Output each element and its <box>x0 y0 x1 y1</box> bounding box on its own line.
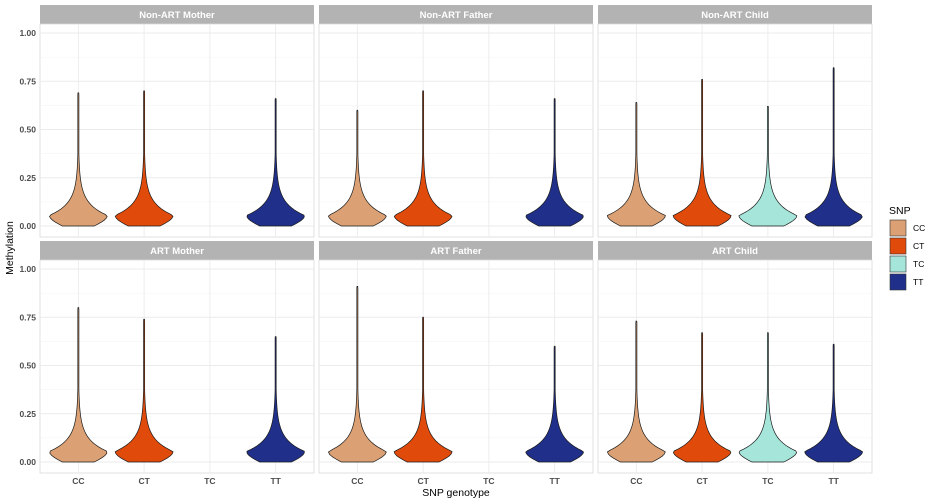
violin-ct <box>672 78 732 227</box>
legend-key <box>889 273 907 291</box>
violin-ct <box>114 90 174 227</box>
facet-strip <box>598 241 872 260</box>
violin-tt <box>525 98 584 227</box>
y-tick-label: 0.00 <box>19 221 36 231</box>
legend-title: SNP <box>889 205 911 217</box>
x-axis-title: SNP genotype <box>422 487 490 499</box>
facet-panel: ART Child <box>597 241 873 474</box>
violin-tc <box>738 332 798 463</box>
legend-key <box>889 219 907 237</box>
legend-key <box>889 255 907 273</box>
legend-label: CT <box>913 241 924 251</box>
x-tick-label: TT <box>270 476 281 486</box>
legend-label: TC <box>913 259 924 269</box>
y-axis-title: Methylation <box>4 221 16 275</box>
x-tick-label: CT <box>696 476 708 486</box>
violin-ct <box>672 332 732 463</box>
facet-title: Non-ART Father <box>420 10 493 21</box>
y-tick-label: 0.25 <box>19 409 36 419</box>
x-tick-label: CC <box>72 476 84 486</box>
facet-strip <box>319 5 593 24</box>
x-tick-label: TC <box>204 476 215 486</box>
y-tick-label: 0.50 <box>19 361 36 371</box>
violin-tc <box>738 105 798 227</box>
facet-panel: Non-ART Mother <box>39 5 315 238</box>
facet-strip <box>598 5 872 24</box>
violin-tt <box>246 98 305 227</box>
y-tick-label: 0.00 <box>19 457 36 467</box>
facet-title: ART Child <box>712 246 758 257</box>
violin-tt <box>525 345 584 463</box>
facet-panel: ART Mother <box>39 241 315 474</box>
facet-title: Non-ART Child <box>701 10 769 21</box>
violin-cc <box>328 109 387 227</box>
legend-label: CC <box>913 223 925 233</box>
violin-cc <box>606 320 666 463</box>
x-tick-label: CC <box>351 476 363 486</box>
facet-panel: ART Father <box>318 241 594 474</box>
y-tick-label: 0.50 <box>19 125 36 135</box>
y-tick-label: 1.00 <box>19 264 36 274</box>
y-tick-label: 0.75 <box>19 76 36 86</box>
x-tick-label: TT <box>828 476 839 486</box>
facet-panel: Non-ART Child <box>597 5 873 238</box>
violin-cc <box>606 102 666 227</box>
y-tick-label: 0.75 <box>19 312 36 322</box>
y-tick-label: 1.00 <box>19 28 36 38</box>
violin-cc <box>49 307 108 463</box>
violin-ct <box>393 90 453 227</box>
x-tick-label: CC <box>630 476 642 486</box>
facet-title: Non-ART Mother <box>139 10 215 21</box>
x-tick-label: TC <box>483 476 494 486</box>
facet-title: ART Mother <box>150 246 204 257</box>
violin-tt <box>246 336 305 463</box>
x-tick-label: TC <box>762 476 773 486</box>
x-tick-label: CT <box>417 476 429 486</box>
x-tick-label: TT <box>549 476 560 486</box>
legend-key <box>889 237 907 255</box>
facet-strip <box>319 241 593 260</box>
violin-ct <box>393 316 453 463</box>
legend-label: TT <box>913 277 923 287</box>
violin-cc <box>327 286 387 463</box>
facet-strip <box>40 241 314 260</box>
y-tick-label: 0.25 <box>19 173 36 183</box>
violin-tt <box>804 343 864 463</box>
facet-title: ART Father <box>430 246 482 257</box>
violin-ct <box>114 318 174 463</box>
facet-strip <box>40 5 314 24</box>
violin-tt <box>804 67 863 227</box>
x-tick-label: CT <box>138 476 150 486</box>
violin-cc <box>49 92 108 227</box>
facet-panel: Non-ART Father <box>318 5 594 238</box>
